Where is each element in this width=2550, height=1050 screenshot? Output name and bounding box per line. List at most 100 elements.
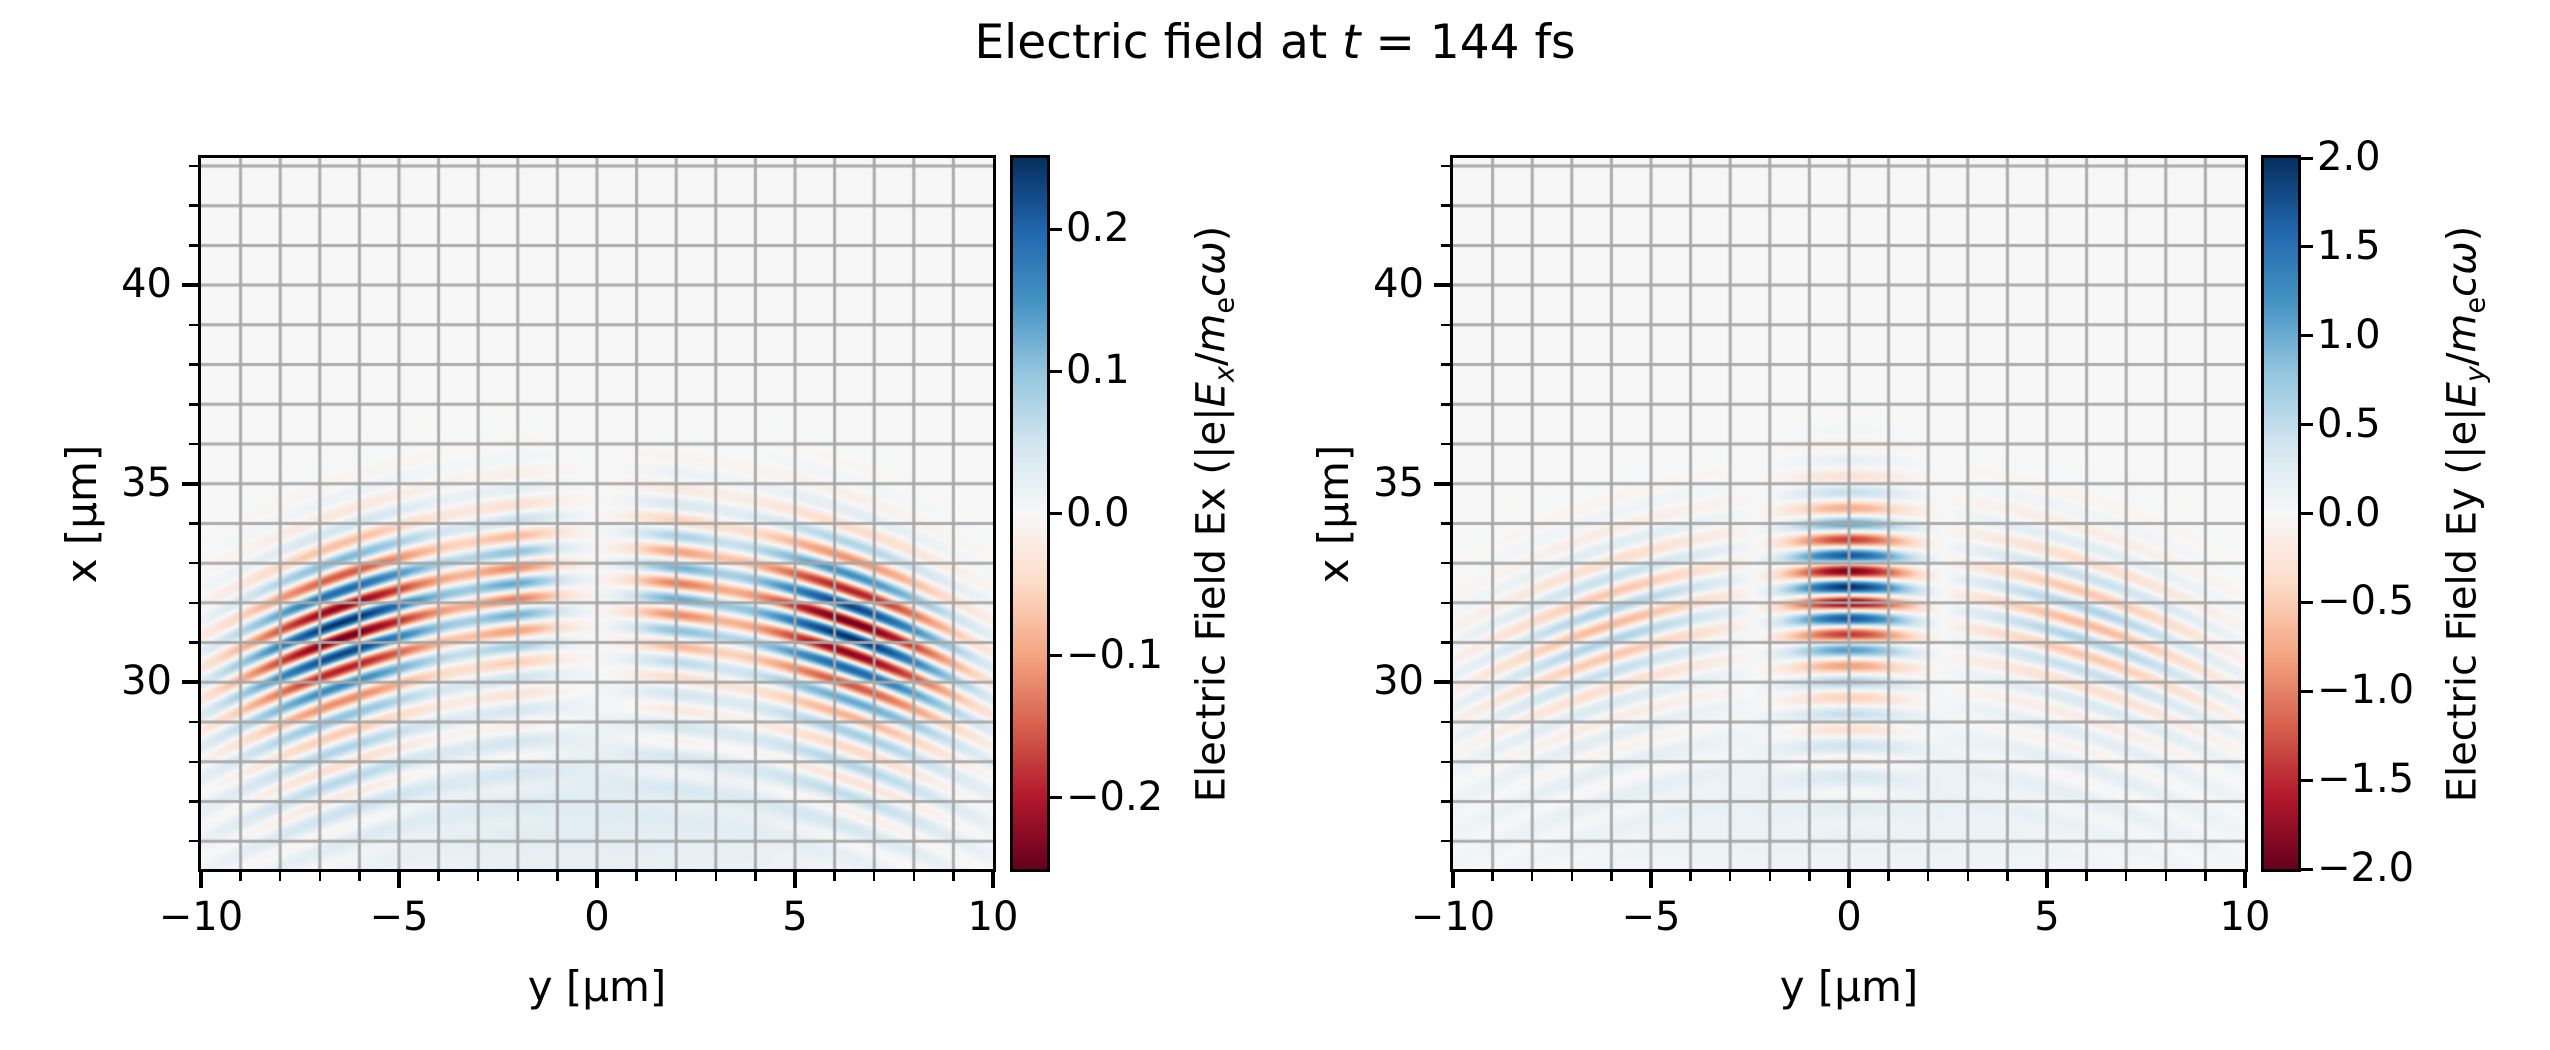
- y-axis-minor-tick: [1441, 800, 1450, 803]
- x-axis-major-tick: [595, 872, 599, 888]
- x-axis-minor-tick: [1728, 872, 1732, 881]
- y-axis-minor-tick: [189, 164, 198, 168]
- x-axis-minor-tick: [2124, 872, 2128, 881]
- x-axis-major-tick: [1451, 872, 1455, 888]
- x-axis-minor-tick: [872, 872, 876, 881]
- y-axis-tick-label: 30: [121, 658, 172, 705]
- x-axis-minor-tick: [1887, 872, 1890, 881]
- x-axis-minor-tick: [556, 872, 559, 881]
- colorbar-label: Electric Field Ey (|e|Ey/mecω): [2439, 225, 2492, 802]
- y-axis-minor-tick: [189, 323, 198, 327]
- x-axis-tick-label: 0: [1836, 894, 1862, 940]
- x-axis-label: y [μm]: [1779, 962, 1919, 1011]
- x-axis-tick-label: 5: [782, 894, 808, 940]
- colorbar-label: Electric Field Ex (|e|Ex/mecω): [1188, 225, 1241, 802]
- y-axis-minor-tick: [1441, 244, 1450, 247]
- colorbar-box-Ex: [1010, 155, 1050, 872]
- x-axis-major-tick: [199, 872, 203, 888]
- colorbar-tick: [1050, 654, 1062, 658]
- x-axis-minor-tick: [754, 872, 757, 881]
- x-axis-tick-label: −5: [1621, 894, 1681, 940]
- colorbar-tick-label: 0.0: [2317, 489, 2381, 536]
- x-axis-major-tick: [2045, 872, 2049, 888]
- colorbar-tick: [2301, 245, 2313, 249]
- colorbar-tick-label: 2.0: [2317, 134, 2381, 181]
- heatmap-box-Ey: [1450, 155, 2248, 872]
- x-axis-minor-tick: [912, 872, 916, 881]
- colorbar-tick-label: −0.1: [1066, 631, 1164, 678]
- x-axis-major-tick: [2243, 872, 2247, 888]
- y-axis-minor-tick: [1441, 601, 1450, 605]
- y-axis-tick-label: 40: [1373, 261, 1424, 308]
- y-axis-minor-tick: [1441, 839, 1450, 843]
- colorbar-tick-label: −2.0: [2317, 845, 2415, 892]
- x-axis-minor-tick: [318, 872, 322, 881]
- x-axis-minor-tick: [833, 872, 836, 881]
- x-axis-major-tick: [1847, 872, 1851, 888]
- heatmap-canvas-Ex: [201, 158, 993, 869]
- y-axis-major-tick: [182, 283, 198, 288]
- colorbar-box-Ey: [2261, 155, 2301, 872]
- x-axis-minor-tick: [1689, 872, 1692, 881]
- panel-ey: −10 −5 0 5 10 40 35 30 y [μm] x [μm]: [1309, 155, 2270, 1008]
- colorbar-tick-label: 1.5: [2317, 223, 2381, 270]
- colorbar-tick-label: −0.5: [2317, 578, 2415, 625]
- y-axis-major-tick: [1434, 481, 1450, 486]
- x-axis-minor-tick: [1530, 872, 1534, 881]
- y-axis-minor-tick: [1441, 403, 1450, 406]
- y-axis-tick-label: 35: [121, 459, 172, 506]
- colorbar-tick: [1050, 512, 1062, 515]
- y-axis-minor-tick: [1441, 442, 1450, 446]
- y-axis-tick-label: 40: [121, 261, 172, 308]
- heatmap-box-Ex: [198, 155, 996, 872]
- x-axis-minor-tick: [2006, 872, 2009, 881]
- x-axis-minor-tick: [952, 872, 955, 881]
- x-axis-minor-tick: [2204, 872, 2207, 881]
- panel-ex: −10 −5 0 5 10 40 35 30 y [μm] x [μm]: [57, 155, 1018, 1008]
- y-axis-minor-tick: [1441, 760, 1450, 763]
- x-axis-minor-tick: [278, 872, 282, 881]
- y-axis-tick-label: 30: [1373, 658, 1424, 705]
- y-axis-label: x [μm]: [57, 444, 106, 583]
- colorbar-ey: 2.0 1.5 1.0 0.5 0.0 −0.5 −1.0 −1.5 −2.0 Electric …: [2261, 137, 2491, 888]
- x-axis-tick-label: 5: [2034, 894, 2060, 940]
- heatmap-canvas-Ey: [1453, 158, 2245, 869]
- y-axis-minor-tick: [189, 363, 198, 366]
- x-axis-label: y [μm]: [527, 962, 667, 1011]
- colorbar-tick-label: 0.2: [1066, 205, 1130, 252]
- x-axis-minor-tick: [714, 872, 718, 881]
- y-axis-minor-tick: [189, 522, 198, 525]
- colorbar-tick-label: 1.0: [2317, 311, 2381, 358]
- y-axis-minor-tick: [1441, 561, 1450, 565]
- x-axis-tick-label: −10: [158, 894, 244, 940]
- y-axis-minor-tick: [189, 839, 198, 843]
- colorbar-tick: [2301, 689, 2313, 693]
- y-axis-minor-tick: [1441, 363, 1450, 366]
- colorbar-ex: 0.2 0.1 0.0 −0.1 −0.2 Electric Field Ex (|e|E…: [1010, 155, 1240, 872]
- colorbar-tick-label: 0.0: [1066, 489, 1130, 536]
- colorbar-tick: [2301, 600, 2313, 604]
- y-axis-minor-tick: [189, 561, 198, 565]
- x-axis-major-tick: [397, 872, 401, 888]
- colorbar-gradient-Ey: [2264, 158, 2298, 869]
- x-axis-tick-label: 10: [967, 894, 1019, 940]
- x-axis-minor-tick: [239, 872, 242, 881]
- colorbar-tick-label: −1.5: [2317, 756, 2415, 803]
- x-axis-minor-tick: [1926, 872, 1930, 881]
- x-axis-major-tick: [793, 872, 797, 888]
- colorbar-tick-label: 0.1: [1066, 347, 1130, 394]
- colorbar-tick: [1050, 369, 1062, 373]
- y-axis-minor-tick: [1441, 204, 1450, 207]
- x-axis-minor-tick: [1610, 872, 1613, 881]
- y-axis-major-tick: [1434, 283, 1450, 288]
- colorbar-tick-label: −1.0: [2317, 667, 2415, 714]
- y-axis-minor-tick: [189, 442, 198, 446]
- y-axis-minor-tick: [189, 641, 198, 644]
- x-axis-minor-tick: [2085, 872, 2088, 881]
- colorbar-tick-label: 0.5: [2317, 400, 2381, 447]
- colorbar-tick: [2301, 423, 2313, 427]
- x-axis-tick-label: −5: [369, 894, 429, 940]
- colorbar-tick: [2301, 334, 2313, 338]
- y-axis-minor-tick: [1441, 641, 1450, 644]
